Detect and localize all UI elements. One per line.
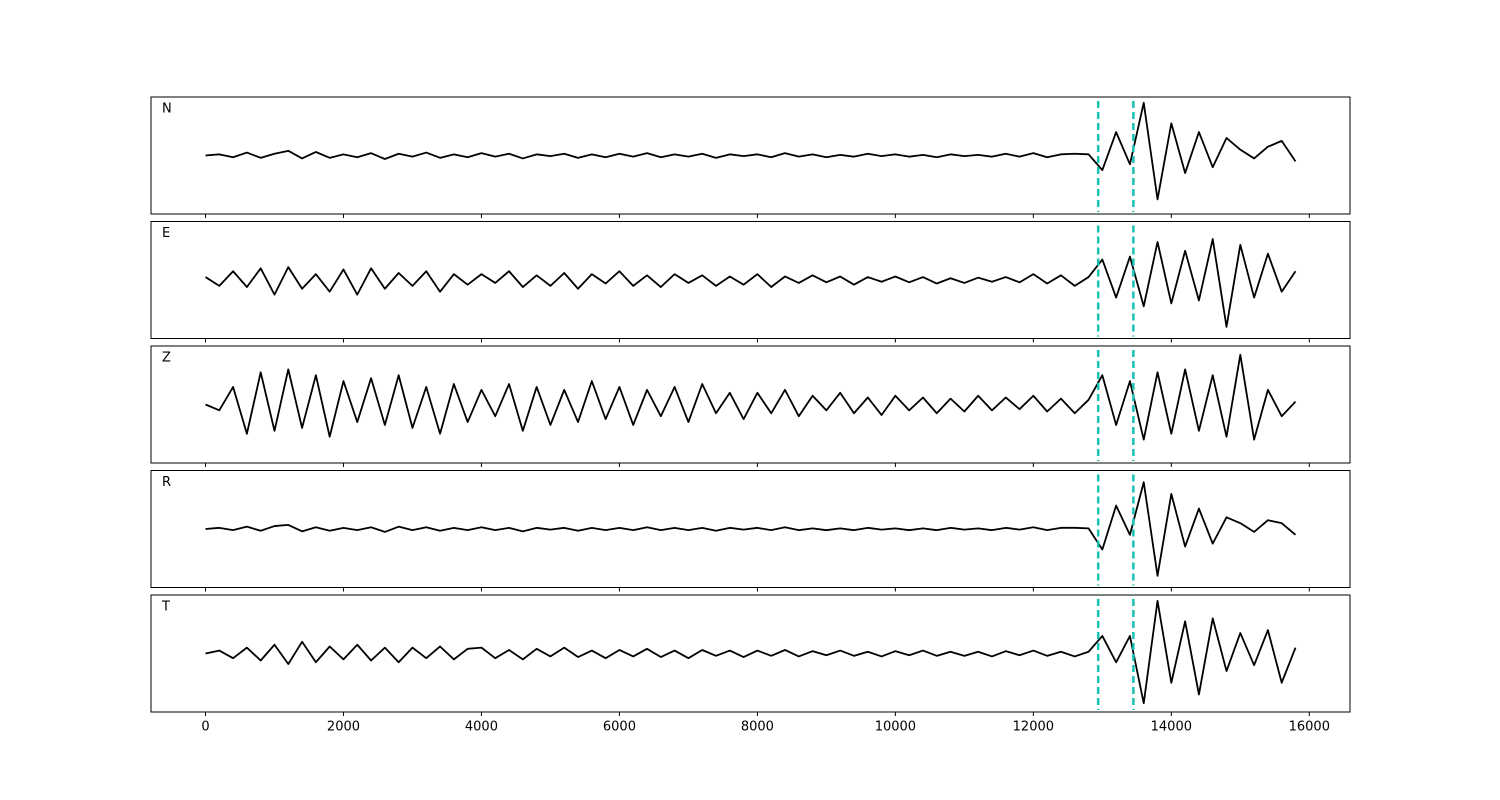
trace <box>205 353 1297 441</box>
panel-frame <box>150 221 1351 339</box>
x-tick-label: 14000 <box>1151 720 1192 735</box>
x-tick-label: 6000 <box>603 720 636 735</box>
x-tick-label: 4000 <box>465 720 498 735</box>
trace <box>205 238 1297 328</box>
panel-frame <box>150 470 1351 588</box>
panel-label: T <box>161 600 170 615</box>
trace <box>205 481 1297 577</box>
trace <box>205 599 1297 705</box>
panel-frame <box>150 96 1351 215</box>
x-tick-label: 8000 <box>741 720 774 735</box>
trace <box>205 101 1297 201</box>
panel-label: R <box>162 475 171 490</box>
x-tick-label: 16000 <box>1289 720 1330 735</box>
x-tick-label: 0 <box>201 720 209 735</box>
panel-label: Z <box>162 351 171 366</box>
panel-frame <box>150 594 1351 713</box>
x-tick-label: 10000 <box>875 720 916 735</box>
panel-frame <box>150 345 1351 464</box>
x-tick-label: 12000 <box>1013 720 1054 735</box>
panel-label: N <box>162 102 172 117</box>
x-tick-label: 2000 <box>327 720 360 735</box>
panel-label: E <box>162 226 170 241</box>
